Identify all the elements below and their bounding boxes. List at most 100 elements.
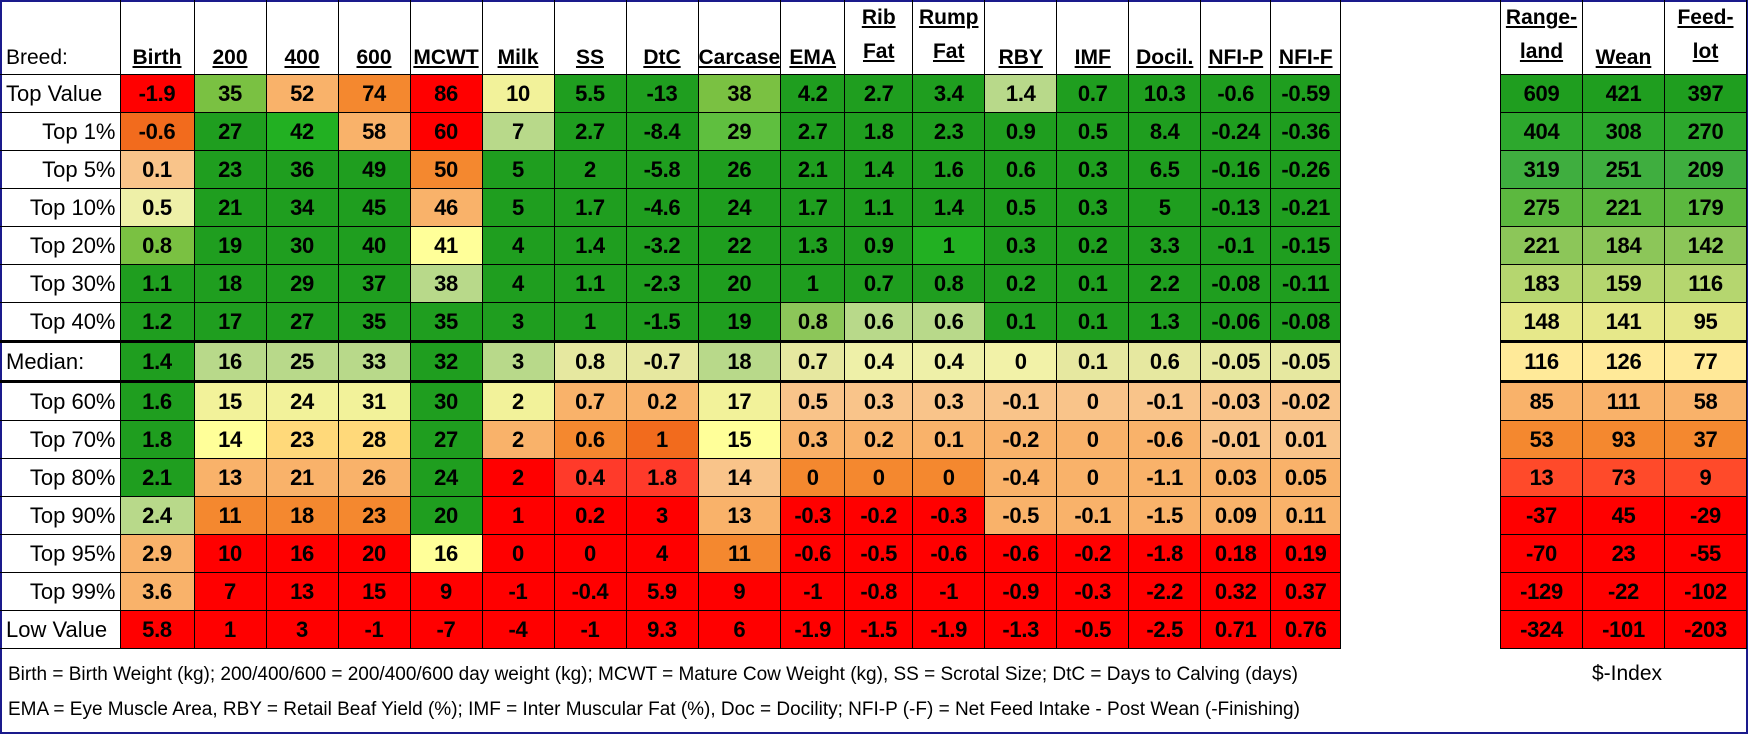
value-cell: 0.11 [1270,496,1342,535]
value-cell: -0.08 [1270,302,1342,342]
value-cell: 28 [337,420,411,459]
value-cell: 20 [337,534,411,573]
index-cell: -37 [1500,496,1583,535]
index-column-header: Wean [1582,0,1665,75]
value-cell: 2.4 [119,496,195,535]
value-cell: 52 [265,74,339,113]
value-cell: 25 [265,340,339,383]
value-cell: 2.1 [119,458,195,497]
index-cell: 23 [1582,534,1665,573]
value-cell: -1 [337,610,411,649]
value-cell: 4.2 [780,74,846,113]
column-header: Docil. [1128,0,1202,75]
value-cell: 0.3 [1056,150,1130,189]
value-cell: -0.2 [1056,534,1130,573]
value-cell: 38 [409,264,483,303]
column-header: SS [553,0,627,75]
value-cell: -0.6 [1128,420,1202,459]
value-cell: -0.08 [1200,264,1272,303]
value-cell: 11 [697,534,782,573]
value-cell: 1 [912,226,986,265]
index-cell: -129 [1500,572,1583,611]
index-cell: 93 [1582,420,1665,459]
value-cell: -0.11 [1270,264,1342,303]
value-cell: 24 [409,458,483,497]
value-cell: -3.2 [625,226,699,265]
column-header: Rump Fat [912,0,986,75]
table-row: Top 5% 0.1 23 36 49 50 5 2 -5.8 26 2.1 1.4 1.6 0.6 0.3… [0,150,1342,189]
column-header-label: Carcase [698,46,781,69]
value-cell: 86 [409,74,483,113]
index-cell: 404 [1500,112,1583,151]
value-cell: 0.8 [553,340,627,383]
column-header: Carcase [697,0,782,75]
index-row: 85 111 58 [1500,381,1747,421]
value-cell: 31 [337,381,411,421]
row-label: Top 40% [0,302,121,342]
value-cell: 1.4 [553,226,627,265]
value-cell: 35 [337,302,411,342]
breed-label: Breed: [0,0,121,75]
value-cell: -0.5 [1056,610,1130,649]
value-cell: -0.4 [984,458,1058,497]
value-cell: 5.9 [625,572,699,611]
value-cell: 16 [193,340,267,383]
value-cell: 42 [265,112,339,151]
value-cell: 24 [697,188,782,227]
value-cell: 26 [697,150,782,189]
value-cell: 2.9 [119,534,195,573]
value-cell: 0.6 [844,302,914,342]
value-cell: 4 [481,226,555,265]
value-cell: 3 [481,302,555,342]
index-cell: 179 [1664,188,1747,227]
value-cell: 2 [481,381,555,421]
value-cell: 0.6 [984,150,1058,189]
value-cell: -0.6 [119,112,195,151]
legend-note-1: Birth = Birth Weight (kg); 200/400/600 =… [8,664,1298,685]
value-cell: 0.7 [553,381,627,421]
value-cell: 0.2 [984,264,1058,303]
value-cell: 21 [193,188,267,227]
value-cell: 0.7 [844,264,914,303]
value-cell: 2.7 [553,112,627,151]
index-cell: -102 [1664,572,1747,611]
index-row: 221 184 142 [1500,226,1747,265]
value-cell: 2.3 [912,112,986,151]
value-cell: 11 [193,496,267,535]
value-cell: 18 [265,496,339,535]
index-cell: 183 [1500,264,1583,303]
column-header-label: 600 [356,46,392,69]
value-cell: 0.18 [1200,534,1272,573]
value-cell: 5.8 [119,610,195,649]
value-cell: 10 [193,534,267,573]
value-cell: 45 [337,188,411,227]
table-row: Top 80% 2.1 13 21 26 24 2 0.4 1.8 14 0 0 0 -0.4 0 -1.1 0… [0,458,1342,497]
index-cell: 77 [1664,340,1747,383]
value-cell: 1 [481,496,555,535]
value-cell: 1.8 [625,458,699,497]
value-cell: 29 [265,264,339,303]
value-cell: 23 [193,150,267,189]
value-cell: 1 [553,302,627,342]
index-row: -70 23 -55 [1500,534,1747,573]
value-cell: -0.5 [984,496,1058,535]
value-cell: 1.3 [780,226,846,265]
value-cell: -0.9 [984,572,1058,611]
value-cell: -2.5 [1128,610,1202,649]
column-header-label: IMF [1074,46,1111,69]
row-label: Top 80% [0,458,121,497]
value-cell: 15 [337,572,411,611]
value-cell: -0.03 [1200,381,1272,421]
value-cell: 35 [409,302,483,342]
value-cell: 32 [409,340,483,383]
value-cell: -0.3 [912,496,986,535]
value-cell: 50 [409,150,483,189]
index-cell: 148 [1500,302,1583,342]
value-cell: 19 [193,226,267,265]
index-row: -37 45 -29 [1500,496,1747,535]
index-cell: 95 [1664,302,1747,342]
value-cell: 0.19 [1270,534,1342,573]
value-cell: -0.8 [844,572,914,611]
value-cell: 1.6 [912,150,986,189]
value-cell: 0.4 [553,458,627,497]
